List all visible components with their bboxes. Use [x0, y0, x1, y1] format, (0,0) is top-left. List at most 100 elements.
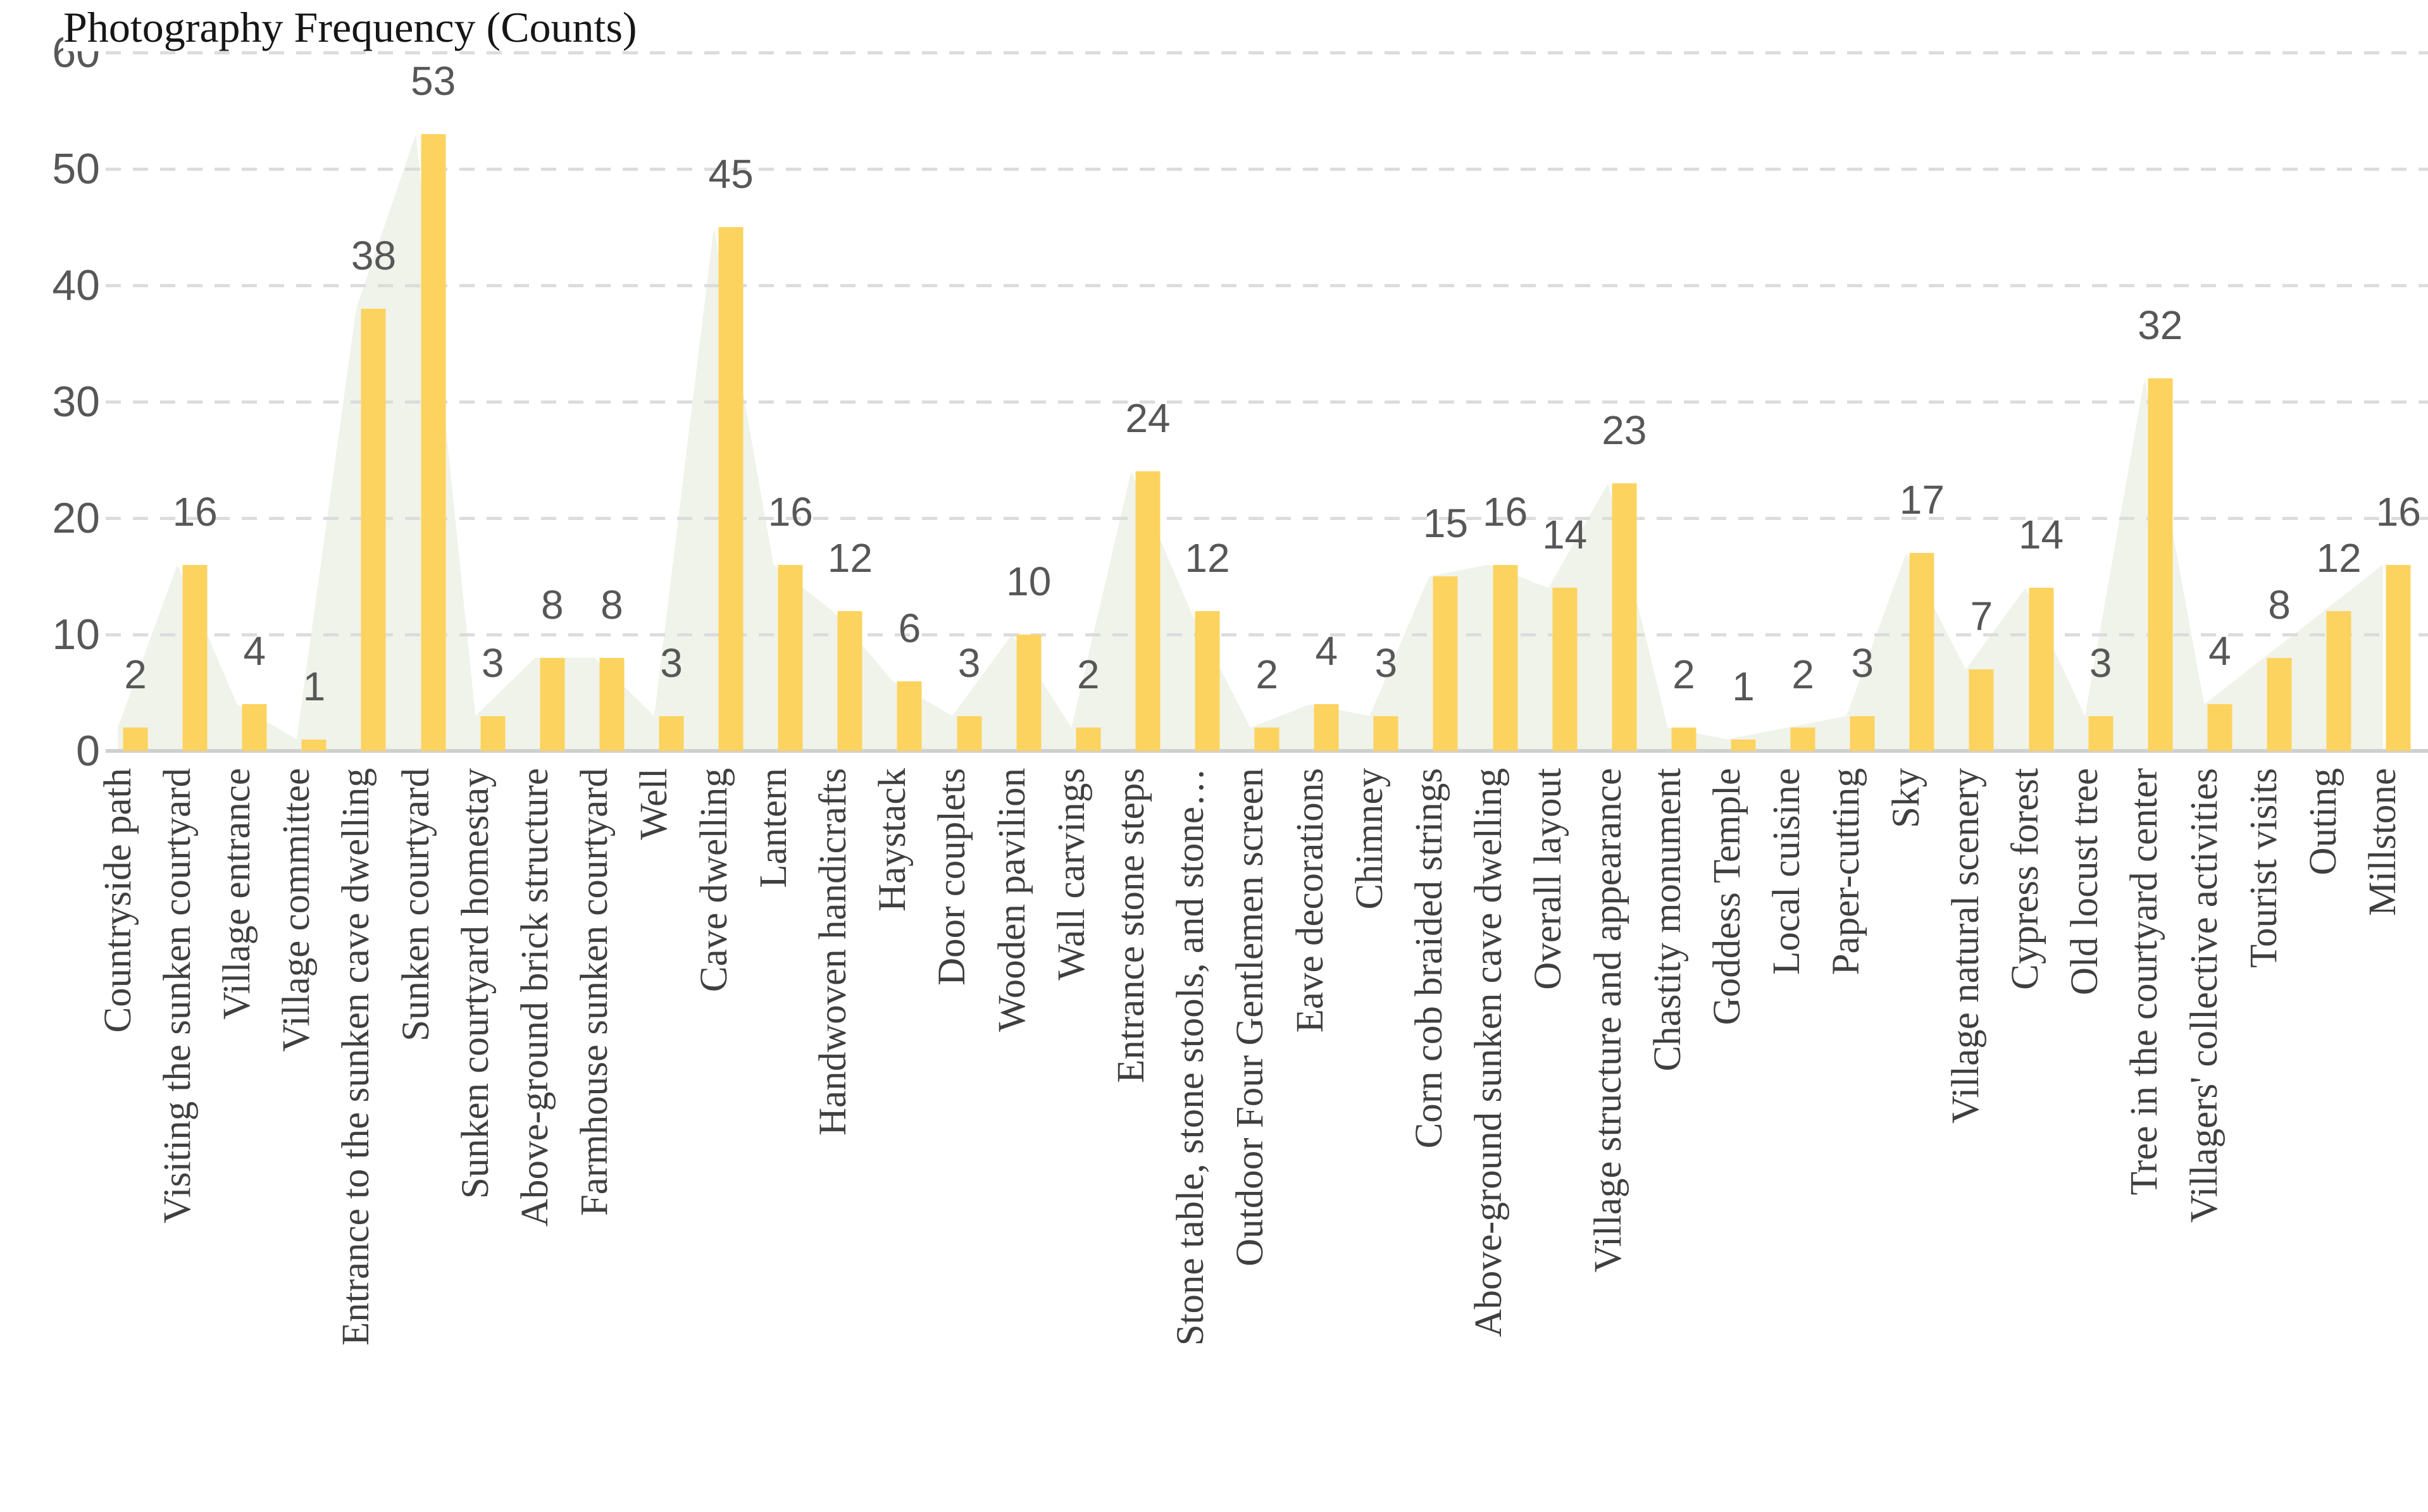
category-label-8: Above-ground brick structure	[513, 768, 556, 1227]
value-label: 38	[351, 232, 397, 278]
bar-slot: 4	[1297, 53, 1356, 751]
value-label: 12	[2316, 535, 2362, 581]
category-slot: Countryside path	[88, 768, 147, 1512]
category-slot: Old locust tree	[2055, 768, 2115, 1512]
value-label: 12	[1185, 535, 1230, 581]
value-label: 3	[660, 640, 683, 686]
category-slot: Villagers' collective activities	[2174, 768, 2234, 1512]
gridline-20	[106, 517, 2428, 520]
value-label: 23	[1602, 407, 1647, 453]
category-slot: Village entrance	[207, 768, 266, 1512]
value-label: 16	[1482, 488, 1528, 535]
bar-slot: 14	[1535, 53, 1595, 751]
bar-28	[1731, 739, 1756, 751]
bar-9	[599, 657, 625, 751]
category-label-9: Farmhouse sunken courtyard	[573, 768, 616, 1217]
bar-34	[2088, 716, 2114, 751]
category-slot: Visiting the sunken courtyard	[147, 768, 207, 1512]
category-label-37: Tourist visits	[2242, 768, 2285, 969]
category-label-13: Handwoven handicrafts	[811, 768, 854, 1136]
series-band	[88, 53, 2413, 751]
bar-14	[897, 681, 922, 751]
bar-slot: 7	[1952, 53, 2011, 751]
category-slot: Wooden pavilion	[982, 768, 1042, 1512]
category-slot: Haystack	[863, 768, 923, 1512]
bar-17	[1076, 728, 1101, 751]
bar-4	[301, 739, 327, 751]
bar-slot: 4	[225, 53, 284, 751]
bar-slot: 2	[106, 53, 165, 751]
category-slot: Sky	[1876, 768, 1936, 1512]
category-slot: Entrance stone steps	[1101, 768, 1161, 1512]
y-axis-tick-label: 0	[76, 727, 100, 775]
value-label: 2	[1791, 652, 1814, 698]
value-label: 2	[1672, 652, 1695, 698]
category-slot: Village natural scenery	[1936, 768, 1995, 1512]
bar-slot: 3	[1833, 53, 1892, 751]
value-label: 4	[1315, 628, 1338, 674]
bar-slot: 3	[2071, 53, 2131, 751]
bar-3	[242, 704, 267, 751]
category-slot: Door couplets	[923, 768, 982, 1512]
category-label-26: Village structure and appearance	[1586, 768, 1629, 1273]
category-slot: Eave decorations	[1280, 768, 1340, 1512]
value-label: 3	[481, 640, 504, 686]
x-axis-category-labels: Countryside path Visiting the sunken cour…	[88, 768, 2413, 1512]
bar-12	[778, 564, 803, 751]
bar-slot: 1	[284, 53, 344, 751]
bar-30	[1850, 716, 1875, 751]
category-label-38: Outing	[2302, 768, 2345, 876]
bar-22	[1373, 716, 1398, 751]
category-slot: Outdoor Four Gentlemen screen	[1221, 768, 1280, 1512]
bar-slot: 12	[2309, 53, 2369, 751]
bar-slot: 16	[2369, 53, 2428, 751]
category-label-21: Eave decorations	[1288, 768, 1331, 1033]
value-label: 8	[2268, 581, 2291, 628]
bar-19	[1195, 611, 1220, 751]
bar-slot: 12	[820, 53, 880, 751]
value-label: 10	[1006, 559, 1052, 604]
value-label: 3	[957, 640, 981, 686]
category-slot: Sunken courtyard homestay	[445, 768, 505, 1512]
bar-slot: 10	[999, 53, 1059, 751]
bar-31	[1909, 553, 1934, 751]
category-label-19: Stone table, stone stools, and stone…	[1169, 768, 1212, 1346]
bar-5	[361, 308, 386, 751]
category-slot: Chastity monument	[1638, 768, 1697, 1512]
area-series	[118, 133, 2383, 751]
bar-slot: 23	[1595, 53, 1654, 751]
value-label: 2	[124, 652, 147, 698]
bar-18	[1135, 471, 1161, 751]
bar-8	[540, 657, 565, 751]
category-label-16: Wooden pavilion	[990, 768, 1033, 1032]
bar-36	[2207, 704, 2232, 751]
bar-slot: 8	[2250, 53, 2309, 751]
category-slot: Sunken courtyard	[386, 768, 445, 1512]
value-label: 3	[1851, 640, 1874, 686]
value-label: 7	[1970, 593, 1993, 640]
plot-area: 2 16 4 1 38 53 3 8 8 3 45 16 12 6 3 10 2 24 12 2 4 3 15 16 14 23 2…	[106, 53, 2428, 753]
category-label-18: Entrance stone steps	[1109, 768, 1152, 1084]
bar-slot: 53	[404, 53, 463, 751]
bar-16	[1016, 635, 1042, 751]
gridline-60	[106, 51, 2428, 54]
bar-slot: 2	[1654, 53, 1714, 751]
bar-20	[1254, 728, 1279, 751]
category-label-28: Goddess Temple	[1705, 768, 1748, 1026]
bar-33	[2029, 588, 2054, 751]
category-label-30: Paper-cutting	[1825, 768, 1868, 976]
value-label: 16	[2375, 488, 2421, 535]
category-slot: Tree in the courtyard center	[2115, 768, 2174, 1512]
gridline-30	[106, 400, 2428, 404]
category-label-12: Lantern	[752, 768, 795, 888]
category-label-23: Corn cob braided strings	[1407, 768, 1450, 1149]
gridline-50	[106, 168, 2428, 171]
bar-25	[1552, 588, 1578, 751]
value-label: 14	[1542, 512, 1588, 558]
bar-slot: 15	[1416, 53, 1475, 751]
category-label-11: Cave dwelling	[692, 768, 735, 993]
category-slot: Corn cob braided strings	[1399, 768, 1459, 1512]
bar-slot: 3	[463, 53, 523, 751]
bar-6	[421, 133, 446, 751]
chart-title: Photography Frequency (Counts)	[63, 4, 654, 51]
